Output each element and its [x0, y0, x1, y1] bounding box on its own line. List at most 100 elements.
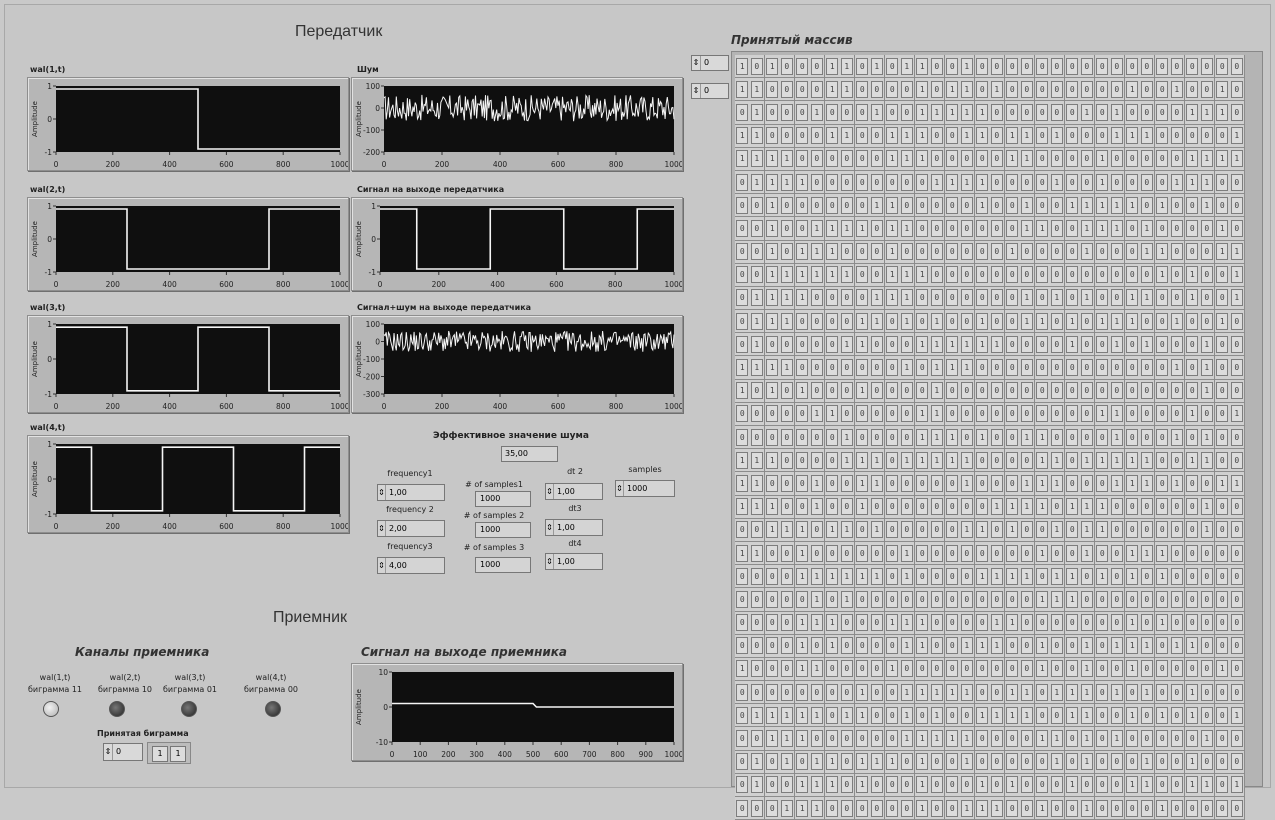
x-tick-label: 1000 [664, 160, 682, 169]
array-bit: 0 [1200, 266, 1213, 284]
array-col-index[interactable]: ⇕ 0 [691, 83, 729, 99]
array-bit: 0 [1020, 730, 1033, 748]
frequency2-control[interactable]: ⇕ 2,00 [377, 520, 445, 537]
array-bit: 0 [840, 614, 853, 632]
chart-tx-output[interactable]: 0 200 400 600 800 1000 1 0 -1 Amplitude [351, 197, 684, 291]
array-row-index[interactable]: ⇕ 0 [691, 55, 729, 71]
array-bit: 0 [840, 289, 853, 307]
dt4-value: 1,00 [557, 557, 575, 566]
array-bit: 0 [1110, 799, 1123, 817]
increment-decrement-icon[interactable]: ⇕ [378, 558, 386, 573]
increment-decrement-icon[interactable]: ⇕ [616, 481, 624, 496]
array-bit: 1 [870, 196, 883, 214]
increment-decrement-icon[interactable]: ⇕ [378, 485, 386, 500]
increment-decrement-icon[interactable]: ⇕ [546, 484, 554, 499]
array-bit: 0 [1156, 57, 1169, 75]
samples-control[interactable]: ⇕ 1000 [615, 480, 675, 497]
received-bigram-index[interactable]: ⇕ 0 [103, 743, 143, 761]
array-bit: 0 [1200, 637, 1213, 655]
array-bit: 0 [1006, 590, 1019, 608]
array-bit: 1 [1216, 660, 1229, 678]
received-bit-2: 1 [170, 746, 186, 762]
array-bit: 0 [886, 683, 899, 701]
x-tick-label: 200 [106, 522, 121, 531]
array-bit: 1 [826, 753, 839, 771]
array-bit: 1 [1140, 243, 1153, 261]
increment-decrement-icon[interactable]: ⇕ [546, 554, 554, 569]
chart-noise[interactable]: 0 200 400 600 800 1000 100 0 -100 -200 Amplitude [351, 77, 684, 171]
chart-wal2[interactable]: 0 200 400 600 800 1000 1 0 -1 Amplitude [27, 197, 350, 291]
chart-wal1[interactable]: 0 200 400 600 800 1000 1 0 -1 Amplitude [27, 77, 350, 171]
array-bit: 0 [1066, 127, 1079, 145]
array-bit: 1 [1140, 776, 1153, 794]
index-increment-icon[interactable]: ⇕ [104, 744, 113, 760]
array-bit: 0 [1110, 173, 1123, 191]
transmitter-title: Передатчик [295, 23, 383, 40]
row-index-icon[interactable]: ⇕ [692, 56, 701, 70]
chart-tx-noise[interactable]: 0 200 400 600 800 1000 100 0 -100 -200 -300 Amplitu… [351, 315, 684, 413]
array-bit: 0 [1170, 776, 1183, 794]
array-bit: 0 [886, 359, 899, 377]
chart-wal3[interactable]: 0 200 400 600 800 1000 1 0 -1 Amplitude [27, 315, 350, 413]
dt2-control[interactable]: ⇕ 1,00 [545, 483, 603, 500]
array-bit: 1 [930, 428, 943, 446]
increment-decrement-icon[interactable]: ⇕ [378, 521, 386, 536]
array-bit: 1 [1096, 451, 1109, 469]
array-bit: 1 [736, 660, 749, 678]
array-bit: 0 [1186, 196, 1199, 214]
array-bit: 1 [1200, 359, 1213, 377]
y-tick-label: 1 [47, 202, 52, 211]
array-bit: 0 [946, 382, 959, 400]
array-bit: 0 [990, 405, 1003, 423]
chart-wal4[interactable]: 0 200 400 600 800 1000 1 0 -1 Amplitude [27, 435, 350, 533]
array-bit: 0 [930, 660, 943, 678]
array-bit: 0 [1110, 57, 1123, 75]
increment-decrement-icon[interactable]: ⇕ [546, 520, 554, 535]
array-bit: 0 [1156, 660, 1169, 678]
array-bit: 0 [870, 544, 883, 562]
array-bit: 0 [766, 335, 779, 353]
array-bit: 0 [960, 776, 973, 794]
dt3-control[interactable]: ⇕ 1,00 [545, 519, 603, 536]
frequency3-control[interactable]: ⇕ 4,00 [377, 557, 445, 574]
array-bit: 0 [886, 776, 899, 794]
array-bit: 0 [900, 660, 913, 678]
array-bit: 0 [826, 660, 839, 678]
channel4-bits: биграмма 00 [243, 685, 298, 694]
array-bit: 0 [946, 799, 959, 817]
array-bit: 1 [826, 127, 839, 145]
dt4-control[interactable]: ⇕ 1,00 [545, 553, 603, 570]
array-bit: 1 [810, 266, 823, 284]
frequency1-control[interactable]: ⇕ 1,00 [377, 484, 445, 501]
array-bit: 1 [750, 498, 763, 516]
array-bit: 0 [1140, 405, 1153, 423]
col-index-icon[interactable]: ⇕ [692, 84, 701, 98]
array-bit: 0 [780, 382, 793, 400]
chart-receiver-output[interactable]: 0 100 200 300 400 500 600 700 800 900 1000 10 0 -10 Am… [351, 663, 684, 761]
